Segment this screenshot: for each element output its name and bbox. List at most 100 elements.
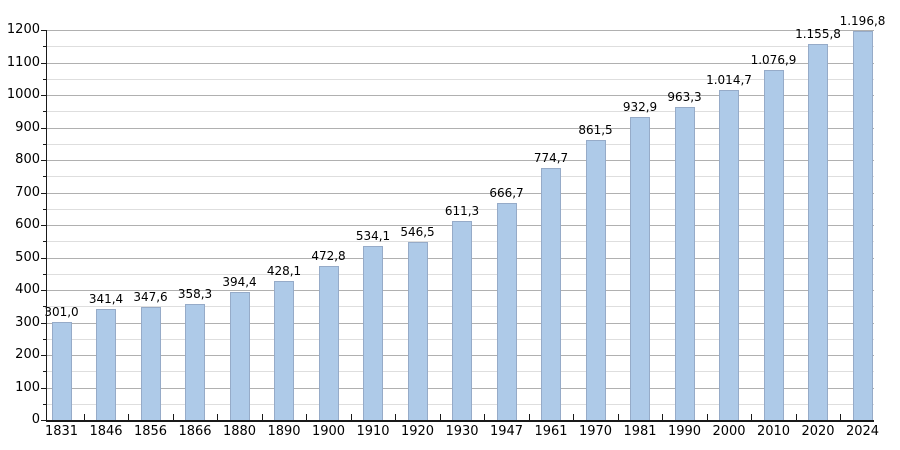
x-axis-tick <box>795 414 797 420</box>
y-axis-line <box>45 30 47 420</box>
bar-value-label: 341,4 <box>88 292 124 306</box>
y-axis-major-tick <box>41 355 47 356</box>
major-gridline <box>47 192 874 194</box>
y-axis-tick-label: 1100 <box>6 54 40 70</box>
bar-1880 <box>229 291 250 420</box>
bar-value-label: 963,3 <box>667 89 702 104</box>
y-axis-minor-tick <box>43 143 47 145</box>
bar-1846 <box>96 309 116 420</box>
x-axis-tick-label: 1846 <box>89 424 123 439</box>
y-axis-tick-label: 0 <box>31 412 40 427</box>
y-axis-minor-tick <box>43 273 47 275</box>
y-axis-major-tick <box>41 225 47 226</box>
bar-value-label: 1.155,8 <box>795 27 841 42</box>
x-axis-tick <box>217 414 219 420</box>
x-axis-tick <box>484 414 486 420</box>
bar-1990 <box>674 106 695 420</box>
y-axis-minor-tick <box>43 371 47 373</box>
y-axis-major-tick <box>41 160 47 161</box>
x-axis-tick-label: 1947 <box>489 424 524 439</box>
x-axis-tick <box>83 414 85 420</box>
minor-gridline <box>47 111 874 113</box>
x-axis-tick-label: 2020 <box>801 424 835 439</box>
y-axis-major-tick <box>41 95 47 96</box>
minor-gridline <box>47 143 874 145</box>
bar-value-label: 932,9 <box>622 99 658 114</box>
major-gridline <box>47 30 874 31</box>
major-gridline <box>47 160 874 161</box>
y-axis-minor-tick <box>43 306 47 308</box>
x-axis-tick-label: 2024 <box>845 424 880 439</box>
x-axis-tick-label: 1890 <box>267 424 301 439</box>
y-axis-tick-label: 300 <box>15 314 40 330</box>
x-axis-tick-label: 1920 <box>400 424 435 439</box>
x-axis-tick-label: 1900 <box>311 424 346 439</box>
bar-1866 <box>185 303 205 420</box>
bar-1890 <box>274 280 294 420</box>
x-axis-tick <box>306 414 308 420</box>
x-axis-tick-label: 1831 <box>44 424 79 439</box>
x-axis-tick-label: 1880 <box>222 424 257 439</box>
x-axis-tick <box>662 414 664 420</box>
bar-1930 <box>452 221 472 420</box>
y-axis-minor-tick <box>43 208 47 210</box>
minor-gridline <box>47 176 874 178</box>
x-axis-tick <box>439 414 441 420</box>
x-axis-tick <box>128 414 130 420</box>
x-axis-tick <box>395 414 397 420</box>
x-axis-tick <box>617 414 619 420</box>
y-axis-minor-tick <box>43 46 47 48</box>
y-axis-minor-tick <box>43 241 47 243</box>
major-gridline <box>47 95 874 96</box>
y-axis-tick-label: 200 <box>15 347 40 362</box>
y-axis-major-tick <box>41 127 47 129</box>
y-axis-major-tick <box>41 257 47 259</box>
minor-gridline <box>47 46 874 48</box>
bar-1831 <box>51 322 72 420</box>
x-axis-tick-label: 1970 <box>578 424 613 439</box>
bar-value-label: 1.196,8 <box>839 14 886 28</box>
y-axis-major-tick <box>41 322 47 324</box>
x-axis-tick <box>840 414 842 420</box>
bar-value-label: 774,7 <box>533 151 569 166</box>
bar-value-label: 1.076,9 <box>750 53 797 67</box>
bar-value-label: 534,1 <box>355 229 391 244</box>
bar-value-label: 861,5 <box>578 123 613 137</box>
x-axis-tick-label: 2010 <box>756 424 791 439</box>
bar-value-label: 358,3 <box>177 286 213 301</box>
major-gridline <box>47 127 874 129</box>
bar-1900 <box>318 266 339 420</box>
y-axis-tick-label: 800 <box>15 152 40 167</box>
x-axis-tick-label: 1866 <box>178 424 212 439</box>
bar-value-label: 394,4 <box>222 274 257 289</box>
x-axis-tick <box>706 414 708 420</box>
y-axis-minor-tick <box>43 111 47 113</box>
bar-value-label: 347,6 <box>133 290 168 304</box>
y-axis-tick-label: 500 <box>15 249 40 265</box>
bar-2000 <box>719 90 739 420</box>
x-axis-tick-label: 2000 <box>712 424 746 439</box>
bar-1981 <box>630 116 650 420</box>
y-axis-major-tick <box>41 290 47 291</box>
y-axis-minor-tick <box>43 176 47 178</box>
x-axis-tick-label: 1981 <box>623 424 657 439</box>
y-axis-minor-tick <box>43 338 47 340</box>
bar-2010 <box>763 70 784 420</box>
x-axis-tick <box>350 414 352 420</box>
y-axis-major-tick <box>41 387 47 389</box>
y-axis-major-tick <box>41 420 47 421</box>
x-axis-tick <box>751 414 753 420</box>
bar-2024 <box>852 31 873 420</box>
bar-1961 <box>541 168 561 420</box>
x-axis-tick <box>261 414 263 420</box>
bar-value-label: 666,7 <box>489 186 524 201</box>
bar-1920 <box>407 242 428 420</box>
y-axis-major-tick <box>41 192 47 194</box>
x-axis-tick-label: 1961 <box>534 424 568 439</box>
bar-1910 <box>363 246 383 420</box>
bar-2020 <box>808 44 828 420</box>
x-axis-tick <box>172 414 174 420</box>
y-axis-tick-label: 1000 <box>6 87 40 102</box>
bar-1970 <box>585 140 606 420</box>
